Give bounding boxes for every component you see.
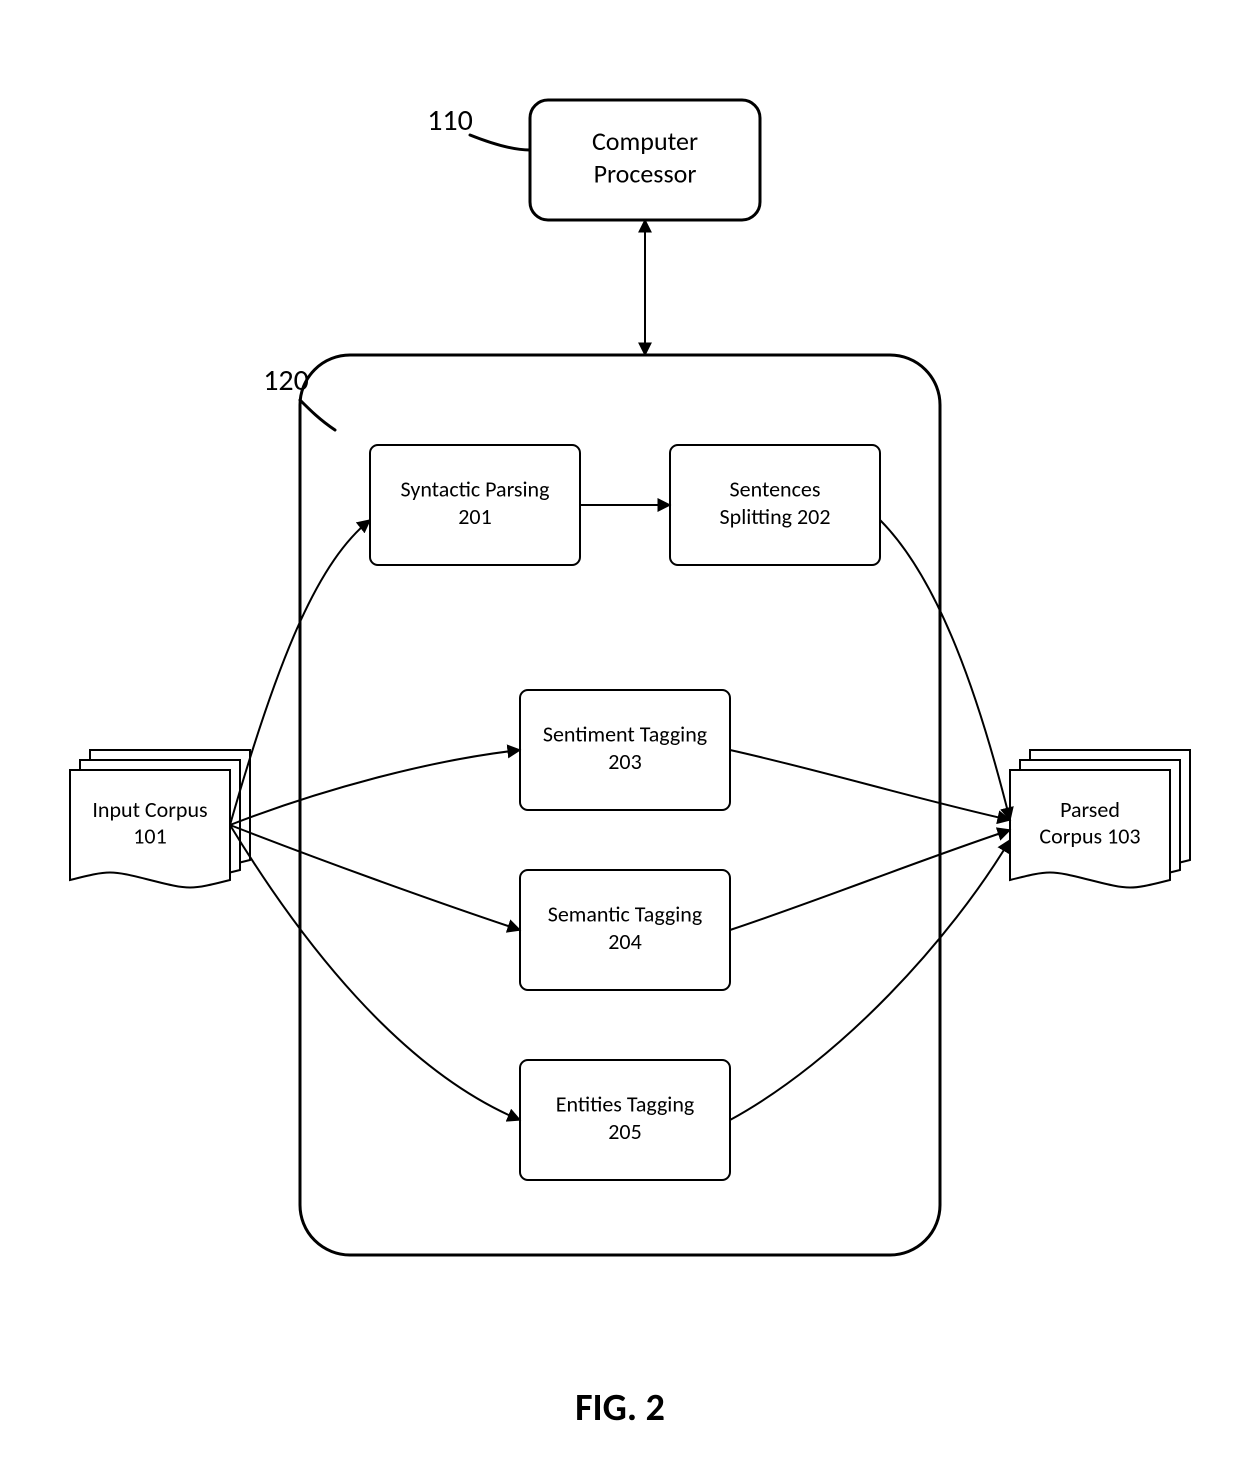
- parsed-corpus-stack-label: Parsed: [1060, 796, 1120, 823]
- ref-leader-0: [470, 135, 530, 150]
- inner-semantic: Semantic Tagging204: [520, 870, 730, 990]
- inner-sentiment-label: 203: [608, 748, 641, 775]
- processor-110-label: Computer: [592, 125, 698, 157]
- inner-syntactic-label: 201: [458, 503, 491, 530]
- inner-sentences-label: Sentences: [730, 476, 821, 503]
- inner-syntactic: Syntactic Parsing201: [370, 445, 580, 565]
- parsed-corpus-stack: ParsedCorpus 103: [1010, 750, 1190, 888]
- inner-sentiment: Sentiment Tagging203: [520, 690, 730, 810]
- processor-110-label: Processor: [594, 157, 697, 189]
- processor-110: ComputerProcessor: [530, 100, 760, 220]
- inner-sentiment-label: Sentiment Tagging: [543, 721, 707, 748]
- edge-9: [730, 840, 1010, 1120]
- input-corpus-stack-label: 101: [133, 822, 166, 849]
- edge-4: [230, 825, 520, 930]
- input-corpus-stack-label: Input Corpus: [92, 796, 207, 823]
- edge-8: [730, 830, 1010, 930]
- figure-caption: FIG. 2: [575, 1385, 665, 1431]
- input-corpus-stack: Input Corpus101: [70, 750, 250, 888]
- inner-semantic-label: 204: [608, 928, 641, 955]
- inner-semantic-label: Semantic Tagging: [548, 901, 702, 928]
- edge-7: [730, 750, 1010, 820]
- inner-entities: Entities Tagging205: [520, 1060, 730, 1180]
- inner-entities-label: 205: [608, 1118, 641, 1145]
- inner-sentences: SentencesSplitting 202: [670, 445, 880, 565]
- edge-5: [230, 825, 520, 1120]
- refnum-120: 120: [263, 362, 309, 399]
- ref-leader-1: [300, 400, 335, 430]
- parsed-corpus-stack-label: Corpus 103: [1039, 822, 1140, 849]
- refnum-110: 110: [427, 102, 473, 139]
- inner-entities-label: Entities Tagging: [556, 1091, 695, 1118]
- edge-3: [230, 750, 520, 825]
- inner-sentences-label: Splitting 202: [720, 503, 831, 530]
- inner-syntactic-label: Syntactic Parsing: [401, 476, 550, 503]
- edge-6: [880, 520, 1010, 820]
